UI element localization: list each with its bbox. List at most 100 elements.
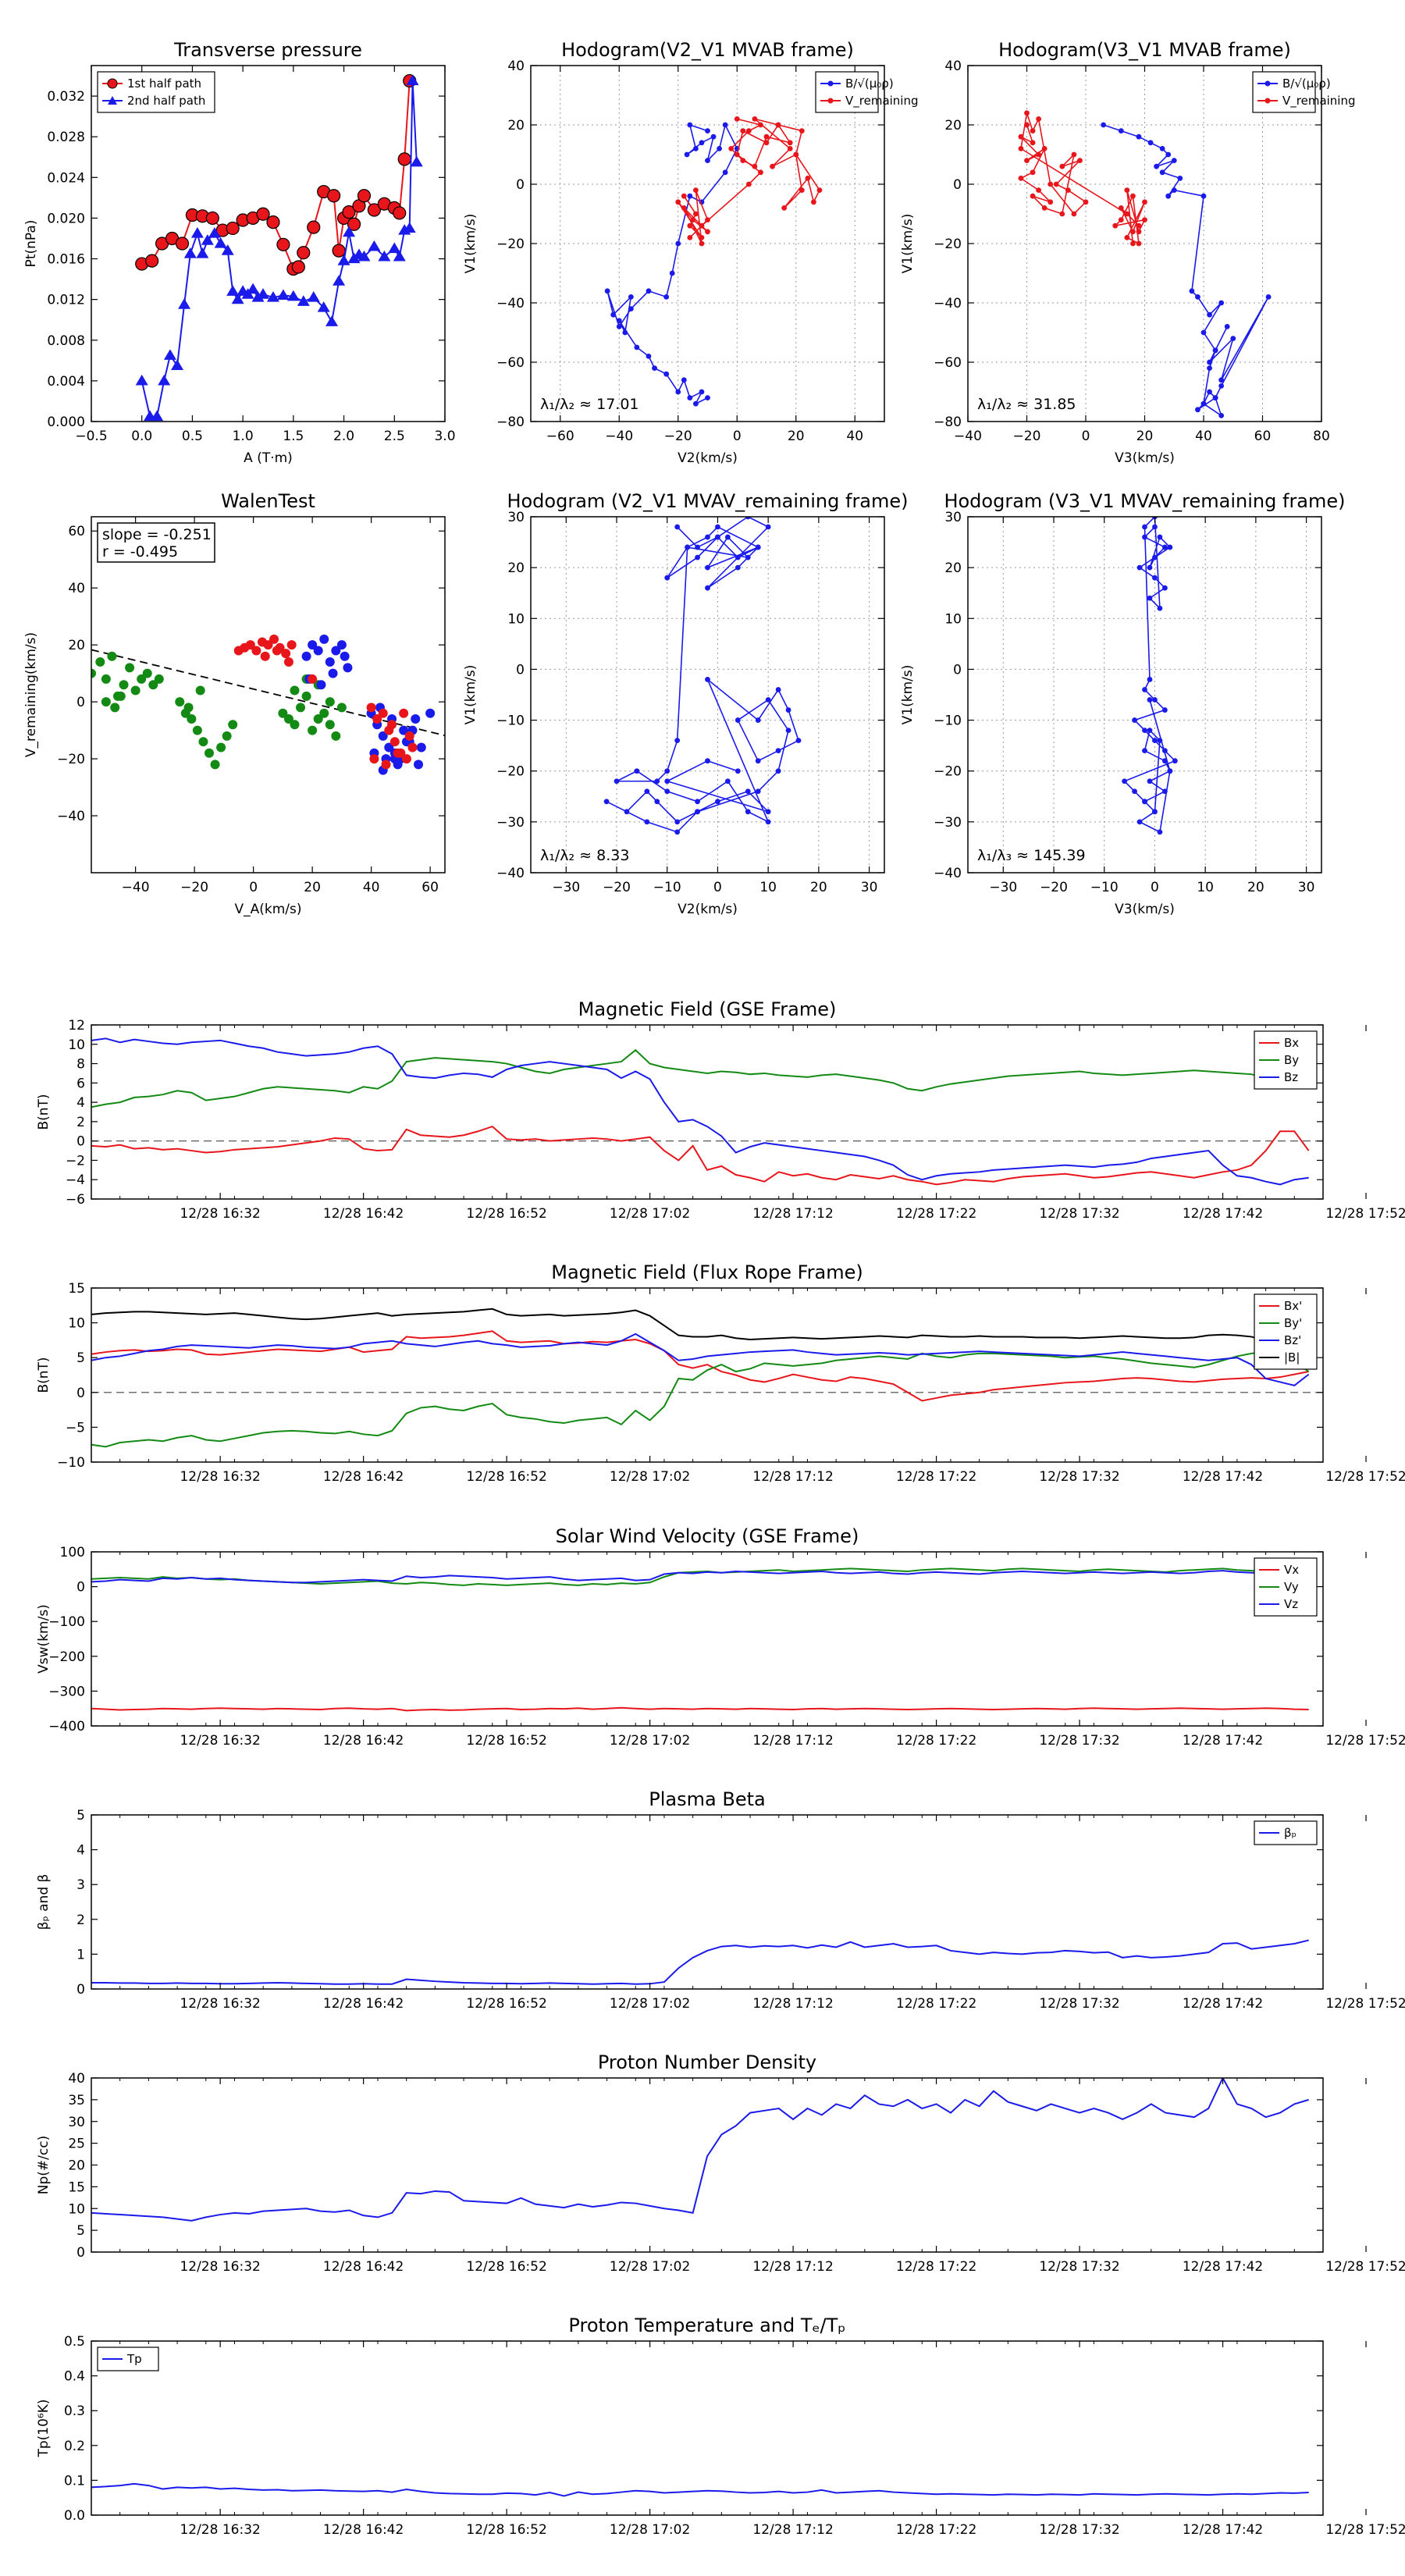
data-point xyxy=(654,778,660,785)
xtick-label: 12/28 17:12 xyxy=(752,1206,833,1222)
xtick-label: 12/28 17:32 xyxy=(1039,1996,1119,2012)
data-point xyxy=(687,395,693,400)
xtick-label: 12/28 17:52 xyxy=(1325,1469,1405,1485)
legend-label: V_remaining xyxy=(1282,94,1356,109)
series-line xyxy=(91,1330,1309,1402)
plot-area xyxy=(1018,110,1272,418)
data-point xyxy=(369,754,379,764)
data-point xyxy=(674,738,681,744)
xtick-label: 12/28 16:42 xyxy=(323,1996,404,2012)
data-point xyxy=(337,254,350,265)
xtick-label: −40 xyxy=(605,429,633,444)
series-1 xyxy=(1018,110,1147,247)
plot-area xyxy=(91,1308,1310,1448)
legend: 1st half path 2nd half path xyxy=(97,71,215,113)
data-point xyxy=(705,217,710,222)
data-point xyxy=(1157,534,1163,540)
legend-box xyxy=(1252,71,1316,113)
data-point xyxy=(675,199,681,205)
data-point xyxy=(228,720,238,730)
xtick-label: 12/28 17:02 xyxy=(610,2259,690,2275)
data-point xyxy=(663,371,670,377)
chart-title: Solar Wind Velocity (GSE Frame) xyxy=(556,1525,859,1547)
ytick-label: 0.1 xyxy=(64,2473,85,2489)
ytick-label: 0 xyxy=(76,695,85,710)
data-point xyxy=(693,146,699,151)
data-point xyxy=(1071,211,1077,217)
chart-walen: WalenTest −40 −20 0 20 40 60 −40 −20 0 20 40 60 V_A(k… xyxy=(23,490,446,917)
xtick-label: 0 xyxy=(1151,880,1159,895)
legend-marker xyxy=(827,80,834,87)
xtick-label: 12/28 16:52 xyxy=(466,2259,546,2275)
xtick-label: 12/28 16:42 xyxy=(323,2522,404,2538)
data-point xyxy=(724,778,731,785)
ytick-label: 20 xyxy=(507,118,525,133)
legend: Tp xyxy=(97,2347,159,2371)
data-point xyxy=(1030,169,1036,176)
series-line xyxy=(1103,124,1269,418)
series-2 xyxy=(91,1037,1309,1186)
ytick-label: −80 xyxy=(934,415,962,430)
data-point xyxy=(336,703,347,713)
chart-hodo1: Hodogram(V2_V1 MVAB frame) −80 −60 −40 −20 0 2… xyxy=(463,39,919,466)
data-point xyxy=(763,140,770,146)
ytick-label: 0.008 xyxy=(47,333,85,349)
data-point xyxy=(231,293,244,304)
axes-frame xyxy=(91,2340,1324,2516)
ytick-label: 100 xyxy=(60,1545,85,1560)
data-point xyxy=(1122,778,1128,785)
data-point xyxy=(272,646,282,656)
data-point xyxy=(1142,534,1147,540)
xtick-label: −20 xyxy=(1040,880,1068,895)
series-0 xyxy=(91,651,347,770)
data-point xyxy=(799,187,805,194)
data-point xyxy=(226,285,240,296)
data-point xyxy=(745,554,751,560)
data-point xyxy=(411,714,421,724)
ytick-label: −20 xyxy=(57,752,85,767)
data-point xyxy=(616,324,622,329)
x-axis-label: A (T·m) xyxy=(244,450,293,466)
y-axis-label: V1(km/s) xyxy=(463,665,478,725)
data-point xyxy=(674,819,681,825)
ytick-label: 0 xyxy=(953,177,962,193)
series-2 xyxy=(91,1332,1310,1386)
data-point xyxy=(301,691,311,701)
data-point xyxy=(663,294,670,300)
xtick-label: 12/28 17:12 xyxy=(752,1733,833,1749)
data-point xyxy=(755,717,761,723)
xtick-label: 12/28 17:52 xyxy=(1325,1996,1405,2012)
data-point xyxy=(628,294,634,300)
data-point xyxy=(1124,187,1130,194)
xtick-label: −30 xyxy=(552,880,580,895)
data-point xyxy=(372,714,382,724)
data-point xyxy=(366,703,376,713)
ytick-label: 0.032 xyxy=(47,89,85,105)
ytick-label: 1 xyxy=(76,1947,85,1962)
series-2 xyxy=(91,1570,1309,1584)
data-point xyxy=(1030,193,1036,199)
data-point xyxy=(336,640,347,650)
ytick-label: 8 xyxy=(76,1057,85,1073)
chart-hodo4: Hodogram (V3_V1 MVAV_remaining frame) −40… xyxy=(900,490,1346,917)
eigen-ratio-annotation: λ₁/λ₃ ≈ 145.39 xyxy=(977,847,1086,864)
data-point xyxy=(290,685,300,696)
xtick-label: −20 xyxy=(664,429,692,444)
y-axis-label: V_remaining(km/s) xyxy=(23,632,39,757)
series-line xyxy=(606,123,738,405)
grid xyxy=(968,66,1321,422)
data-point xyxy=(765,819,771,825)
data-point xyxy=(1065,187,1071,194)
data-point xyxy=(745,181,752,187)
data-point xyxy=(328,668,338,678)
xtick-label: 12/28 17:42 xyxy=(1183,2259,1263,2275)
legend-label: βₚ xyxy=(1284,1826,1297,1840)
data-point xyxy=(151,410,164,422)
xtick-label: 12/28 16:32 xyxy=(180,1469,260,1485)
xtick-label: 30 xyxy=(861,880,878,895)
xtick-label: 0.0 xyxy=(131,429,152,444)
data-point xyxy=(1200,329,1207,336)
legend-marker xyxy=(1264,80,1271,87)
xtick-label: 60 xyxy=(1254,429,1272,444)
series-line xyxy=(91,1125,1310,1186)
